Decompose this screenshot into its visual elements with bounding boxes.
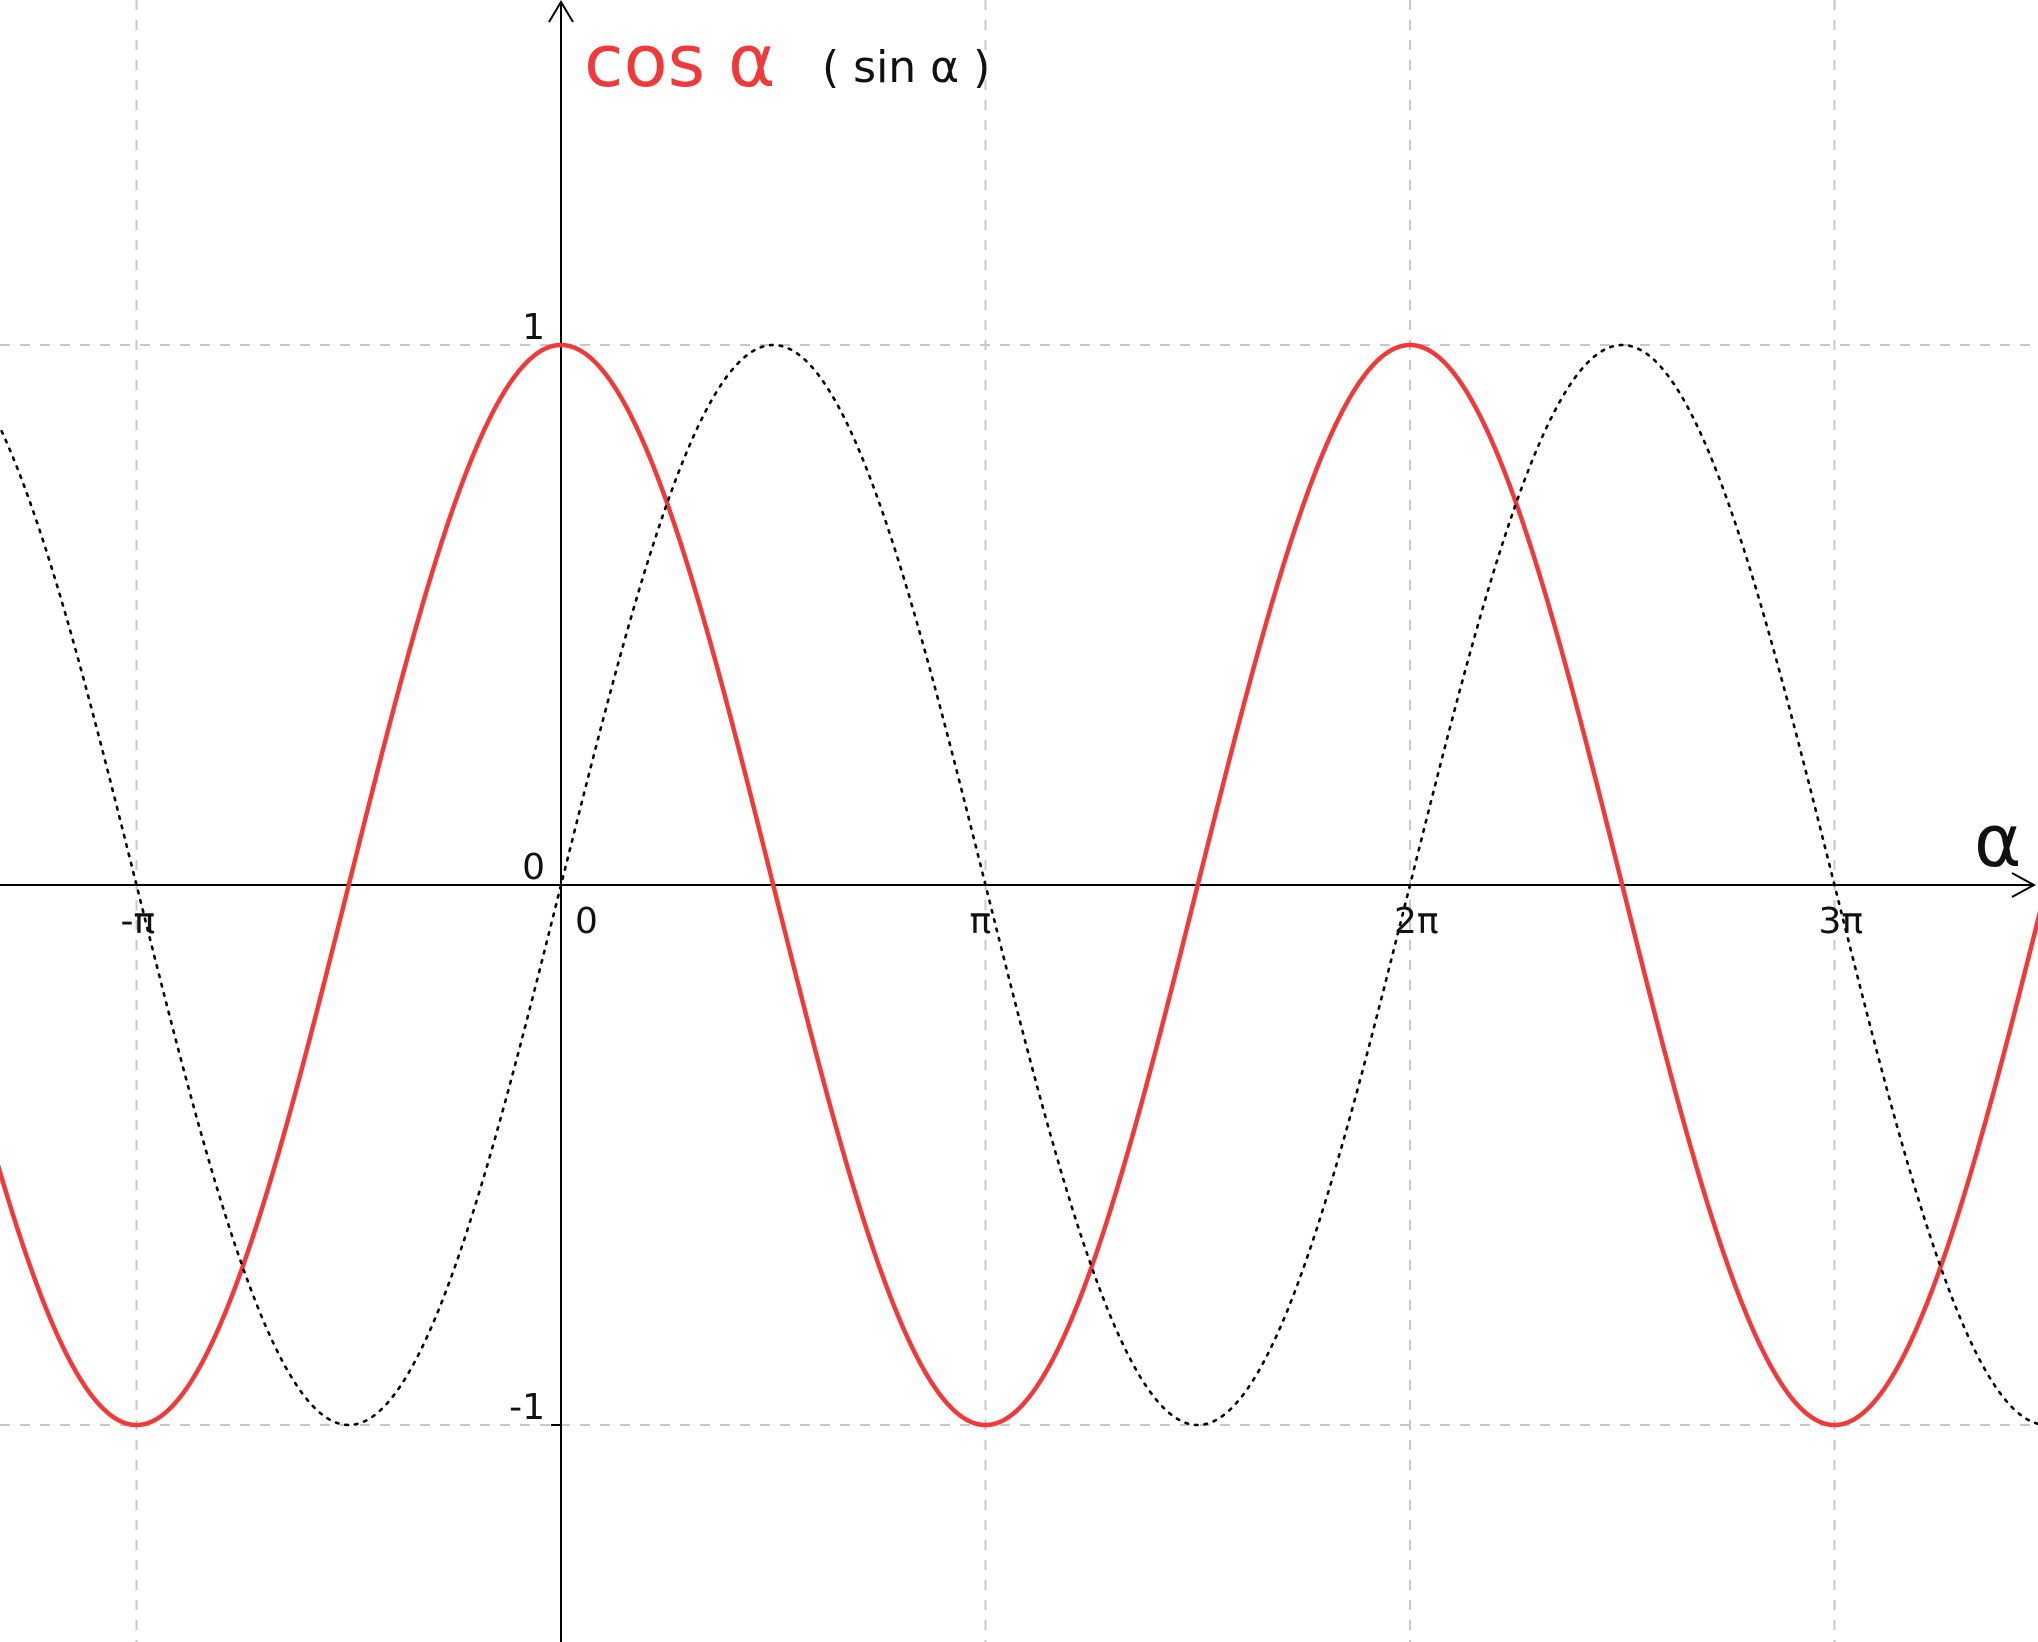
chart-title: cos α ( sin α ) — [584, 19, 990, 103]
x-tick-label-5: 2π — [1394, 901, 1439, 942]
series-sin-line — [0, 343, 2038, 1427]
tick-labels: -2π-π0π2π3π4π5π6π10-1 — [121, 307, 1864, 1428]
x-axis-arrow — [2011, 872, 2037, 898]
y-tick-label-3: -1 — [509, 1387, 545, 1428]
x-tick-label-2: -π — [121, 901, 156, 942]
x-tick-label-6: 3π — [1819, 901, 1864, 942]
x-axis-label: α — [1974, 799, 2021, 883]
y-axis-arrow — [548, 0, 574, 23]
y-tick-label-1: 1 — [522, 307, 545, 348]
series-cos-line — [0, 342, 2038, 1428]
x-tick-label-4: π — [970, 901, 992, 942]
series — [0, 342, 2038, 1428]
y-tick-label-2: 0 — [522, 847, 545, 888]
title-cos: cos α — [584, 19, 776, 103]
subtitle-sin: ( sin α ) — [822, 42, 990, 93]
x-tick-label-3: 0 — [575, 901, 598, 942]
